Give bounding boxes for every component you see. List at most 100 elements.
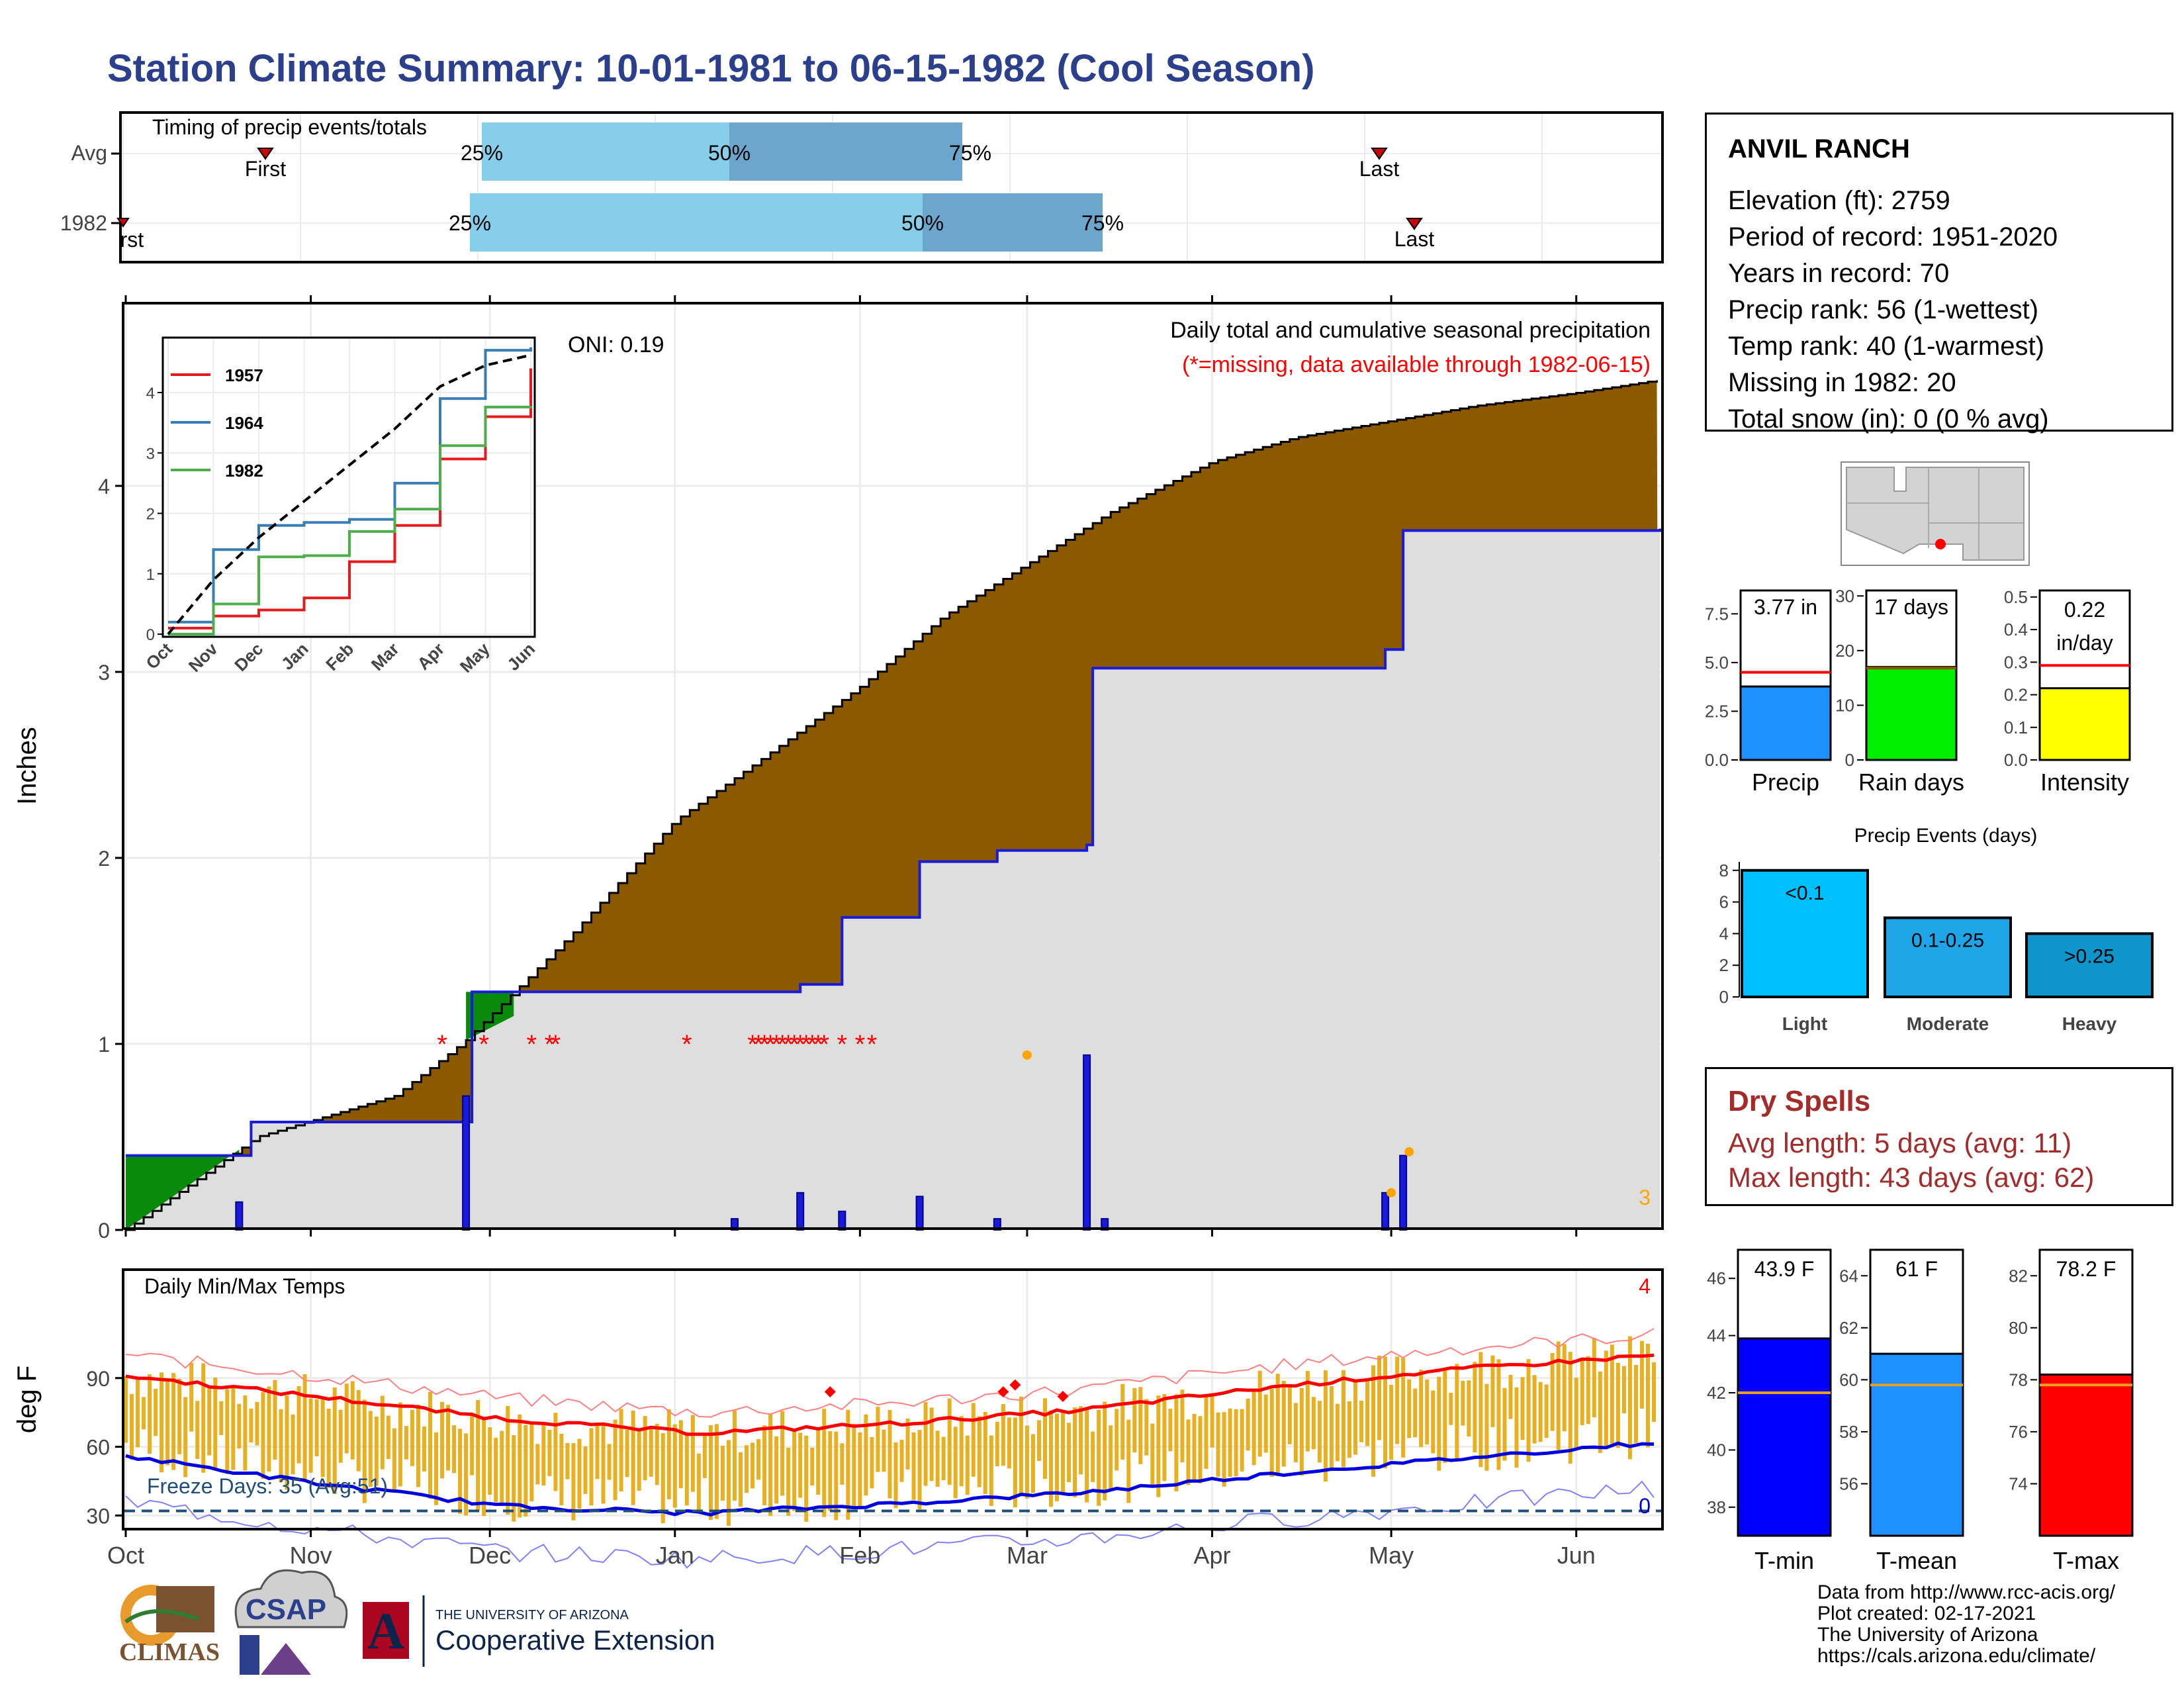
daily-temp-bar: [1024, 1425, 1029, 1499]
daily-temp-bar: [529, 1422, 534, 1502]
daily-temp-bar: [410, 1409, 414, 1466]
station-name: ANVIL RANCH: [1728, 134, 1910, 164]
daily-temp-bar: [279, 1409, 283, 1482]
daily-temp-bar: [1085, 1409, 1089, 1503]
inset-y-tick-label: 2: [146, 506, 155, 524]
temp-summary-bar: [1869, 1352, 1964, 1537]
state-map: [1841, 461, 2030, 566]
daily-temp-bar: [666, 1409, 671, 1499]
daily-temp-bar: [243, 1395, 248, 1471]
daily-temp-bar: [296, 1386, 301, 1464]
daily-temp-bar: [678, 1420, 683, 1489]
station-location-marker: [1935, 539, 1946, 549]
temps-y-tick-label: 30: [86, 1504, 110, 1528]
summary-y-tick-label: 0.1: [2004, 718, 2028, 737]
station-info-line: Missing in 1982: 20: [1728, 368, 1956, 397]
daily-temp-bar: [1216, 1412, 1220, 1477]
cumulative-precip-line: [126, 380, 1658, 1231]
temp-summary-y-tick-label: 62: [1839, 1318, 1858, 1338]
daily-temp-bar: [1186, 1419, 1191, 1485]
daily-temp-bar: [923, 1402, 928, 1486]
events-y-tick-label: 2: [1719, 955, 1729, 975]
daily-precip-bar: [1399, 1154, 1408, 1231]
daily-temp-bar: [1162, 1394, 1167, 1481]
daily-temp-bar: [971, 1403, 976, 1477]
temps-ylabel: deg F: [13, 1366, 42, 1433]
avg-last-label: Last: [1359, 157, 1400, 181]
daily-temp-bar: [571, 1443, 576, 1521]
avg-p50: 50%: [708, 141, 751, 165]
daily-temp-bar: [559, 1433, 564, 1505]
daily-temp-bar: [828, 1430, 833, 1511]
temp-summary-y-tick-label: 56: [1839, 1474, 1858, 1493]
daily-temp-bar: [1377, 1355, 1382, 1440]
missing-day-marker: *: [747, 1030, 758, 1059]
daily-temp-bar: [739, 1452, 743, 1507]
daily-temp-bar: [792, 1429, 797, 1511]
summary-y-tick-label: 20: [1835, 641, 1854, 661]
missing-day-marker: *: [783, 1030, 794, 1059]
daily-temp-bar: [1568, 1352, 1572, 1464]
daily-temp-bar: [1467, 1380, 1471, 1436]
daily-temp-bar: [768, 1414, 773, 1517]
station-info-line: Temp rank: 40 (1-warmest): [1728, 332, 2044, 361]
daily-temp-bar: [404, 1426, 408, 1460]
daily-temp-bar: [720, 1445, 725, 1501]
daily-temp-bar: [183, 1397, 188, 1477]
daily-temp-bar: [326, 1408, 331, 1488]
temp-summary-y-tick-label: 42: [1707, 1383, 1726, 1403]
daily-temp-bar: [392, 1428, 396, 1490]
daily-temp-bar: [995, 1421, 999, 1466]
missing-day-marker: *: [813, 1030, 823, 1059]
avg-p75: 75%: [949, 141, 991, 165]
avg-max-temp-line: [125, 1353, 1655, 1436]
timing-1982-label: 1982: [60, 211, 107, 235]
daily-temp-bar: [374, 1417, 379, 1486]
record-temp-marker: [1009, 1379, 1021, 1391]
station-info-box: ANVIL RANCH Elevation (ft): 2759 Period …: [1705, 113, 2173, 434]
temp-summary-y-tick-label: 44: [1707, 1326, 1726, 1346]
daily-temp-bar: [142, 1397, 146, 1430]
daily-temp-bar: [1251, 1391, 1256, 1466]
temp-summary-y-tick-label: 46: [1707, 1268, 1726, 1288]
inset-legend-label: 1964: [225, 413, 263, 433]
missing-day-marker: *: [682, 1030, 692, 1059]
record-max-line: [125, 1328, 1655, 1418]
summary-y-tick-label: 2.5: [1705, 701, 1729, 721]
daily-temp-bar: [488, 1427, 492, 1495]
daily-temp-bar: [1109, 1425, 1113, 1490]
daily-temp-bar: [1317, 1401, 1322, 1463]
daily-temp-bar: [1383, 1356, 1388, 1469]
daily-temp-bar: [822, 1409, 827, 1517]
temps-x-tick-label: Jan: [656, 1542, 694, 1569]
missing-day-marker: *: [759, 1030, 770, 1059]
temp-summary-y-tick-label: 80: [2009, 1318, 2028, 1338]
daily-temp-bar: [350, 1381, 355, 1460]
temp-summary-label: T-max: [2053, 1547, 2119, 1574]
daily-temp-bar: [1496, 1359, 1501, 1470]
daily-temp-bar: [607, 1444, 612, 1480]
daily-temp-bar: [482, 1417, 486, 1517]
daily-temp-bar: [1359, 1401, 1364, 1442]
daily-temp-bar: [834, 1431, 839, 1521]
daily-temp-bar: [195, 1401, 200, 1460]
daily-temp-bar: [1168, 1408, 1173, 1452]
daily-temp-bar: [1520, 1377, 1525, 1440]
timing-avg-label: Avg: [71, 141, 107, 165]
daily-temp-bar: [386, 1415, 390, 1459]
daily-temp-bar: [1580, 1360, 1584, 1425]
daily-temp-bar: [148, 1374, 152, 1454]
missing-day-marker: *: [478, 1030, 489, 1059]
footer-line: The University of Arizona: [1817, 1624, 2038, 1646]
summary-y-tick-label: 30: [1835, 586, 1854, 606]
footer-line: https://cals.arizona.edu/climate/: [1817, 1645, 2096, 1667]
inset-y-tick-label: 0: [146, 626, 155, 644]
daily-temp-bar: [356, 1389, 361, 1472]
above-avg-area: [126, 1137, 240, 1230]
missing-day-marker: *: [551, 1030, 561, 1059]
missing-day-marker: *: [867, 1030, 878, 1059]
daily-temp-bar: [947, 1398, 952, 1485]
temps-x-tick-label: Apr: [1194, 1542, 1231, 1569]
daily-temp-bar: [1604, 1350, 1608, 1447]
